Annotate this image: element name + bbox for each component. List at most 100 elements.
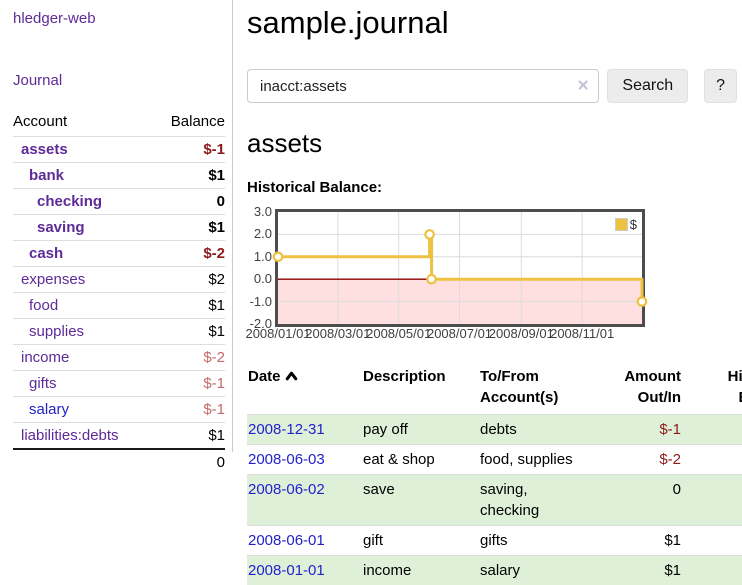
x-tick-label: 2008/07/01 (427, 326, 492, 341)
account-row: checking 0 (13, 189, 225, 215)
account-name-cell: expenses (13, 267, 153, 293)
search-bar: ✕ Search ? (247, 69, 737, 103)
register-date-link[interactable]: 2008-06-02 (248, 481, 325, 498)
sidebar-item-journal[interactable]: Journal (13, 72, 225, 89)
account-name-cell: salary (13, 397, 153, 423)
register-date-link[interactable]: 2008-06-03 (248, 451, 325, 468)
account-balance: $1 (153, 423, 225, 450)
register-header-row: Date Description To/From Account(s) Amou… (247, 364, 742, 415)
register-date-cell: 2008-12-31 (247, 415, 355, 445)
account-balance: $1 (153, 319, 225, 345)
register-header-date[interactable]: Date (247, 364, 355, 415)
legend-swatch-icon (615, 218, 628, 231)
account-balance: $-2 (153, 345, 225, 371)
account-name-cell: supplies (13, 319, 153, 345)
account-heading: assets (247, 128, 737, 158)
register-date-link[interactable]: 2008-01-01 (248, 562, 325, 579)
account-link[interactable]: liabilities:debts (21, 427, 119, 444)
register-header-accounts: To/From Account(s) (472, 364, 588, 415)
date-header-label: Date (248, 368, 281, 385)
account-balance: $-2 (153, 241, 225, 267)
register-amount: $-1 (588, 415, 689, 445)
register-amount: $1 (588, 526, 689, 556)
register-description: eat & shop (355, 445, 472, 475)
sidebar: hledger-web Journal Account Balance asse… (0, 0, 233, 452)
register-balance: $1 (689, 556, 742, 585)
account-balance: $2 (153, 267, 225, 293)
app-title-link[interactable]: hledger-web (13, 10, 225, 27)
y-tick-label: 2.0 (236, 227, 272, 241)
register-balance: $2 (689, 526, 742, 556)
account-link[interactable]: supplies (29, 323, 84, 340)
register-table: Date Description To/From Account(s) Amou… (247, 364, 742, 585)
accounts-total-spacer (13, 449, 153, 475)
search-input[interactable] (247, 69, 599, 103)
account-balance: 0 (153, 189, 225, 215)
x-tick-label: 2008/09/01 (489, 326, 554, 341)
account-balance: $-1 (153, 137, 225, 163)
register-date-cell: 2008-06-01 (247, 526, 355, 556)
search-input-wrap: ✕ (247, 69, 599, 103)
account-balance: $1 (153, 293, 225, 319)
chart-title: Historical Balance: (247, 179, 737, 196)
account-link[interactable]: income (21, 349, 69, 366)
register-date-link[interactable]: 2008-06-01 (248, 532, 325, 549)
register-date-link[interactable]: 2008-12-31 (248, 421, 325, 438)
y-tick-label: -1.0 (236, 295, 272, 309)
account-row: liabilities:debts $1 (13, 423, 225, 450)
account-link[interactable]: gifts (29, 375, 57, 392)
account-link[interactable]: expenses (21, 271, 85, 288)
account-row: bank $1 (13, 163, 225, 189)
account-name-cell: liabilities:debts (13, 423, 153, 450)
y-tick-label: 3.0 (236, 205, 272, 219)
x-tick-label: 2008/03/01 (305, 326, 370, 341)
search-button[interactable]: Search (607, 69, 688, 103)
register-date-cell: 2008-06-03 (247, 445, 355, 475)
register-date-cell: 2008-06-02 (247, 475, 355, 526)
register-balance: 0 (689, 445, 742, 475)
account-row: assets $-1 (13, 137, 225, 163)
account-balance: $1 (153, 163, 225, 189)
page-title: sample.journal (247, 4, 737, 42)
x-tick-label: 2008/11/01 (550, 326, 614, 341)
account-name-cell: gifts (13, 371, 153, 397)
account-link[interactable]: assets (21, 141, 68, 158)
account-link[interactable]: checking (37, 193, 102, 210)
y-tick-label: 0.0 (236, 272, 272, 286)
accounts-header-row: Account Balance (13, 110, 225, 137)
account-name-cell: assets (13, 137, 153, 163)
account-link[interactable]: cash (29, 245, 63, 262)
account-row: food $1 (13, 293, 225, 319)
account-row: saving$1 (13, 215, 225, 241)
sidebar-nav: Journal (13, 72, 225, 89)
register-description: save (355, 475, 472, 526)
accounts-header-account: Account (13, 110, 153, 137)
register-balance: $2 (689, 475, 742, 526)
accounts-table: Account Balance assets $-1 bank $1 checking 0… (13, 110, 225, 475)
account-link[interactable]: bank (29, 167, 64, 184)
help-button[interactable]: ? (704, 69, 737, 103)
account-link[interactable]: saving (37, 219, 85, 236)
account-row: income $-2 (13, 345, 225, 371)
register-accounts: debts (472, 415, 588, 445)
x-tick-label: 2008/05/01 (366, 326, 431, 341)
register-accounts: saving, checking (472, 475, 588, 526)
account-row: supplies $1 (13, 319, 225, 345)
y-tick-label: 1.0 (236, 250, 272, 264)
sort-ascending-icon (285, 370, 298, 382)
account-name-cell: saving (13, 215, 153, 241)
main-content: sample.journal ✕ Search ? assets Histori… (247, 0, 737, 585)
account-link[interactable]: salary (29, 401, 69, 418)
clear-search-icon[interactable]: ✕ (577, 79, 590, 94)
register-header-description: Description (355, 364, 472, 415)
register-balance: $-1 (689, 415, 742, 445)
register-description: pay off (355, 415, 472, 445)
account-link[interactable]: food (29, 297, 58, 314)
